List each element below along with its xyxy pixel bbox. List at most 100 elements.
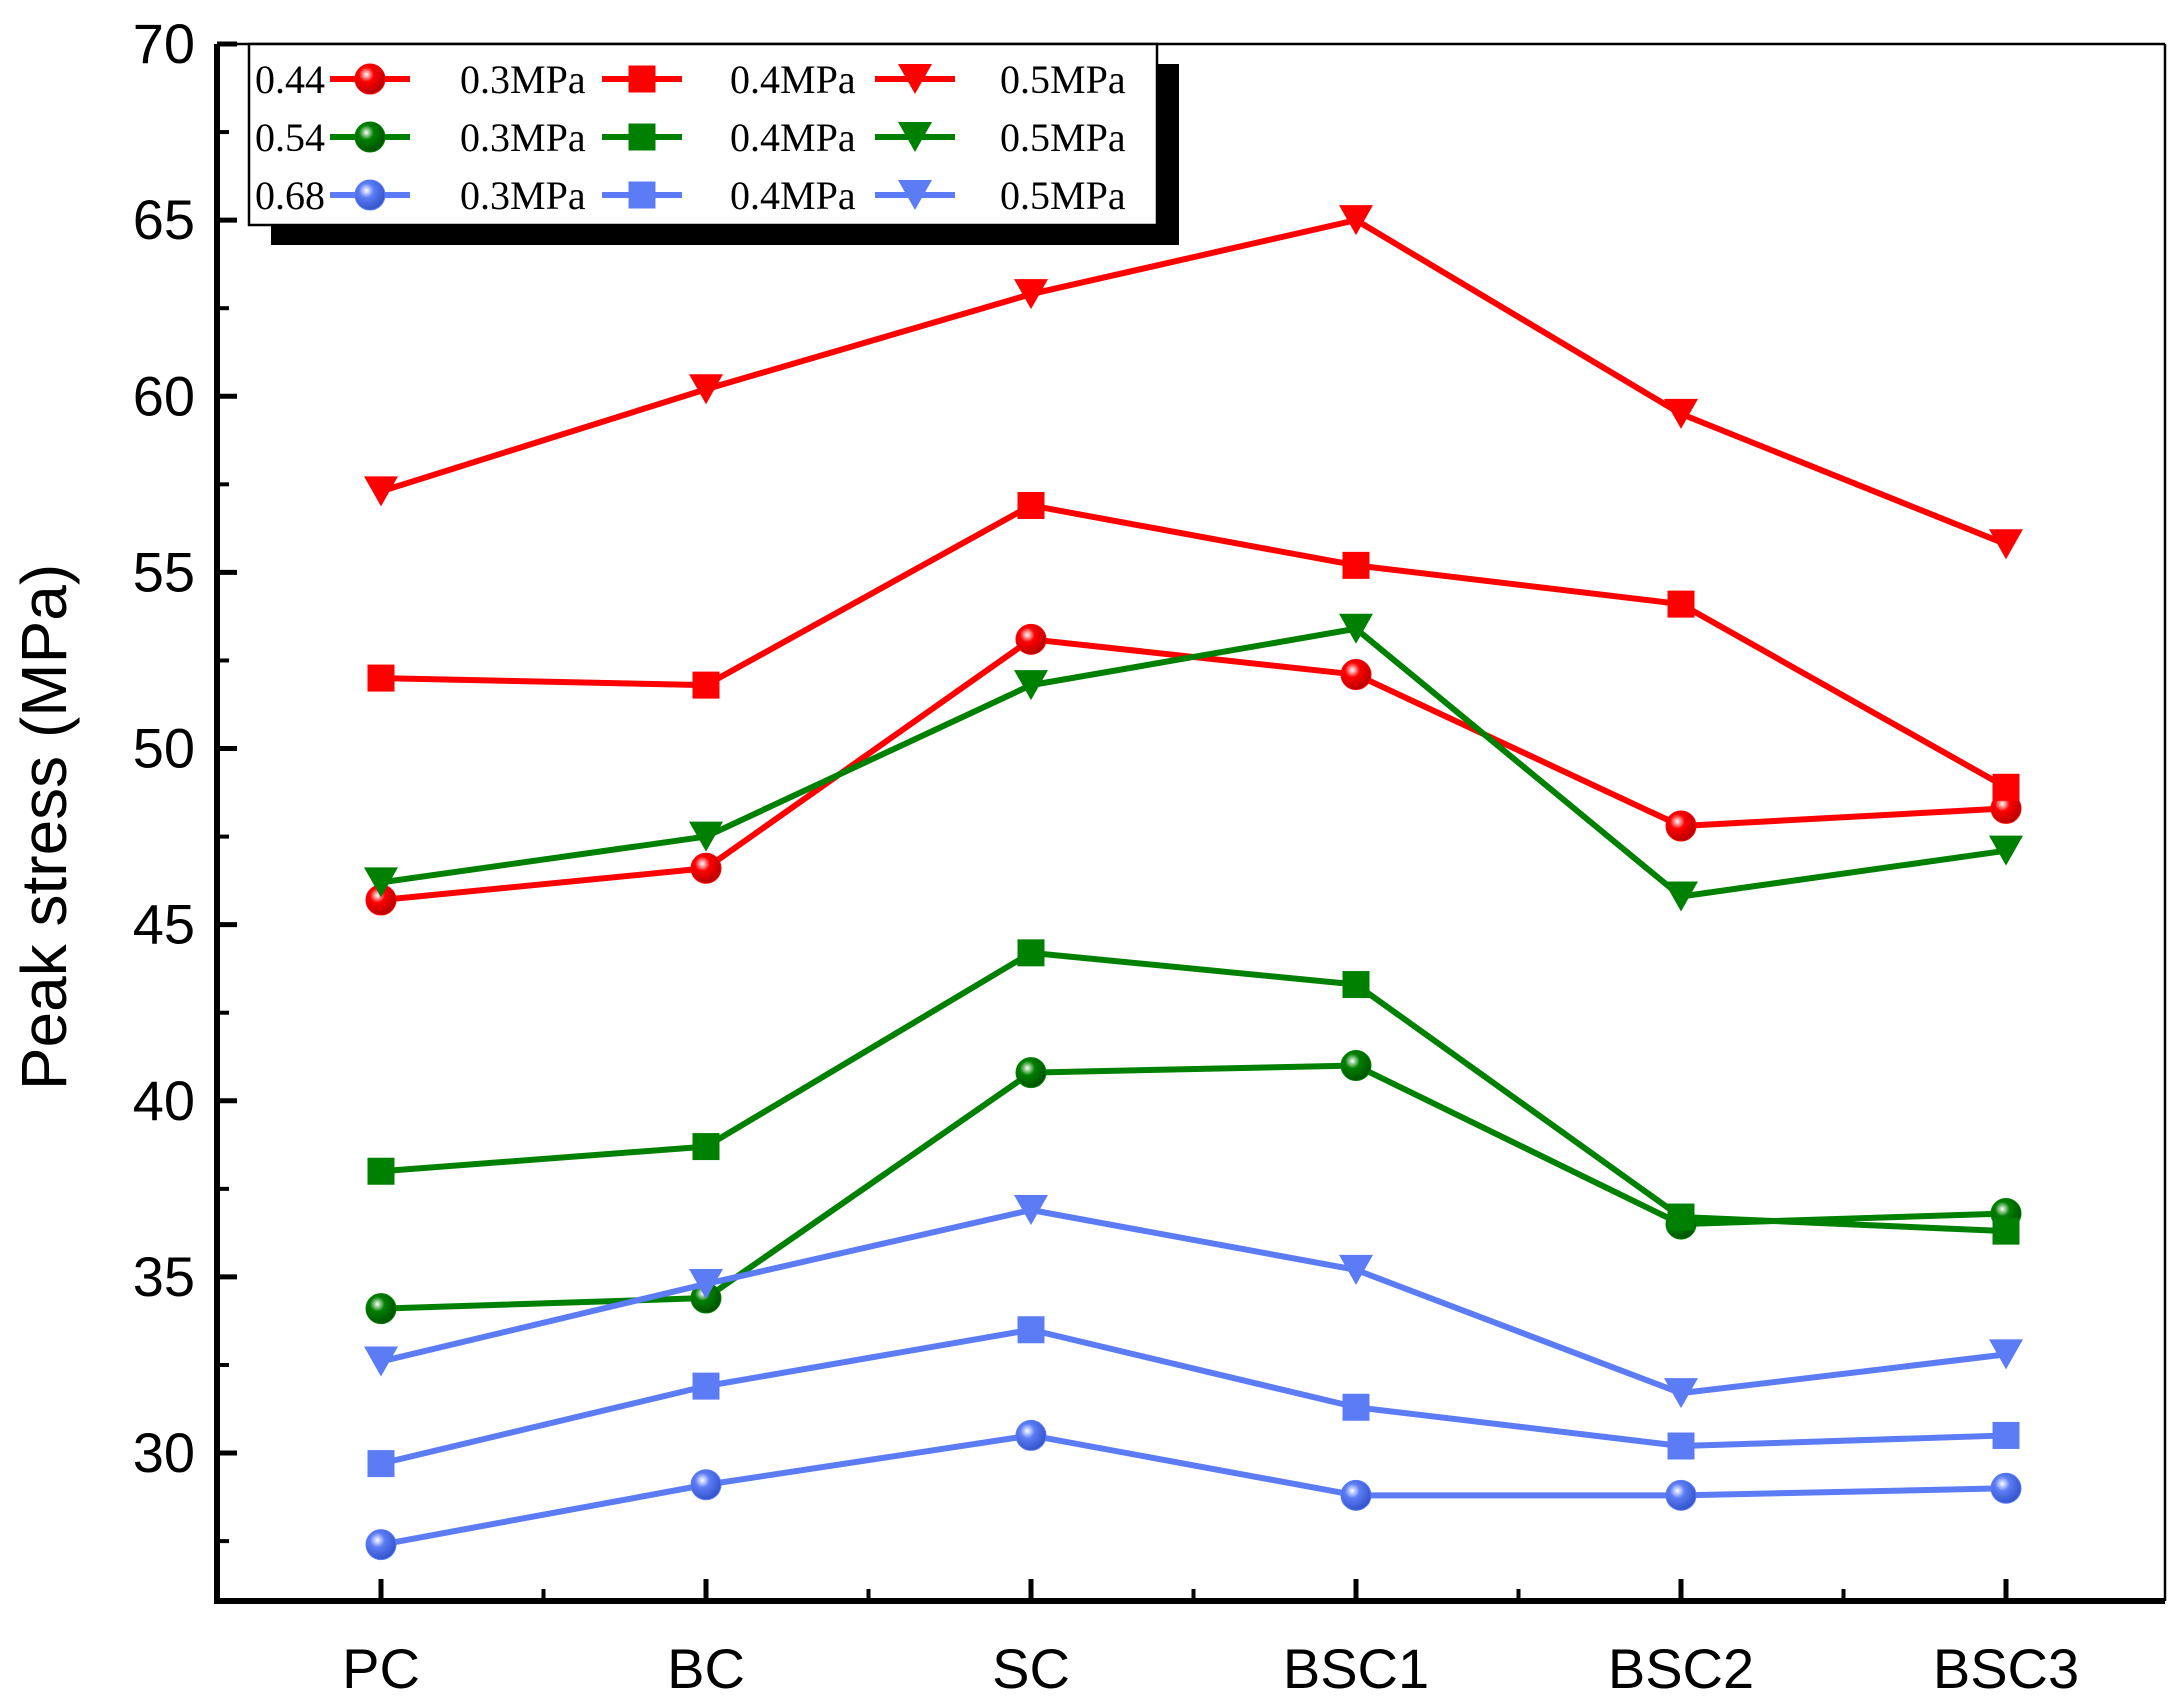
data-point-8-2 <box>1014 1194 1048 1225</box>
data-point-1-3 <box>1342 551 1370 579</box>
data-point-8-1 <box>689 1268 723 1299</box>
legend-marker-2-0 <box>354 179 386 211</box>
data-point-4-4 <box>1667 1203 1695 1231</box>
data-point-4-2 <box>1017 939 1045 967</box>
legend-label-2-1: 0.4MPa <box>730 173 856 218</box>
axes-layer: 30 35 40 45 50 55 60 65 70 PC BC SC BSC1 BSC2 BSC3 <box>133 12 2167 1700</box>
data-point-3-2 <box>1015 1057 1047 1089</box>
series-line-8 <box>380 1206 2007 1397</box>
data-point-6-0 <box>365 1529 397 1561</box>
data-point-6-1 <box>690 1469 722 1501</box>
data-point-5-1 <box>689 821 723 852</box>
series-3 <box>365 1050 2022 1325</box>
series-line-7 <box>380 1326 2007 1467</box>
data-point-2-0 <box>364 476 398 507</box>
series-line-1 <box>380 502 2008 790</box>
data-point-5-0 <box>364 867 398 898</box>
legend-marker-1-2 <box>898 122 932 152</box>
data-point-6-5 <box>1990 1472 2022 1504</box>
y-axis-label: Peak stress (MPa) <box>8 564 80 1090</box>
legend-label-0-1: 0.4MPa <box>730 57 856 102</box>
data-point-8-3 <box>1339 1254 1373 1285</box>
data-point-0-1 <box>690 852 722 884</box>
data-point-4-0 <box>367 1157 395 1185</box>
y-tick-label-2: 40 <box>133 1069 195 1132</box>
series-line-6 <box>380 1432 2007 1548</box>
legend-label-0-2: 0.5MPa <box>1000 57 1126 102</box>
data-point-7-2 <box>1017 1316 1045 1344</box>
data-point-3-3 <box>1340 1050 1372 1082</box>
x-tick-label-4: BSC2 <box>1608 1637 1754 1700</box>
y-tick-label-4: 50 <box>133 717 195 780</box>
data-point-0-4 <box>1665 810 1697 842</box>
data-point-5-5 <box>1989 835 2023 866</box>
data-point-1-1 <box>692 671 720 699</box>
legend-marker-2-2 <box>898 180 932 210</box>
legend-marker-0-2 <box>898 64 932 94</box>
y-tick-label-8: 70 <box>133 12 195 75</box>
data-point-1-2 <box>1017 491 1045 519</box>
data-point-2-4 <box>1664 398 1698 429</box>
legend-marker-0-0 <box>354 63 386 95</box>
data-point-7-1 <box>692 1372 720 1400</box>
legend-group-label-0: 0.44 <box>255 57 325 102</box>
y-tick-label-7: 65 <box>133 188 195 251</box>
data-point-4-1 <box>692 1133 720 1161</box>
y-tick-label-6: 60 <box>133 364 195 427</box>
series-4 <box>367 939 2020 1245</box>
series-layer <box>364 205 2023 1561</box>
x-tick-label-1: BC <box>667 1637 745 1700</box>
data-point-0-3 <box>1340 659 1372 691</box>
data-point-1-4 <box>1667 590 1695 618</box>
y-tick-label-3: 45 <box>133 893 195 956</box>
data-point-7-5 <box>1992 1421 2020 1449</box>
data-point-6-3 <box>1340 1479 1372 1511</box>
series-2 <box>364 205 2023 560</box>
data-point-0-2 <box>1015 623 1047 655</box>
legend: 0.44 0.3MPa 0.4MPa 0.5MPa 0.54 0.3MPa 0.4MPa 0.… <box>247 42 1179 245</box>
x-tick-label-2: SC <box>992 1637 1070 1700</box>
data-point-2-3 <box>1339 205 1373 236</box>
data-point-5-3 <box>1339 613 1373 644</box>
data-point-6-2 <box>1015 1419 1047 1451</box>
legend-label-1-0: 0.3MPa <box>460 115 586 160</box>
y-tick-label-5: 55 <box>133 540 195 603</box>
series-line-3 <box>380 1062 2007 1312</box>
data-point-4-5 <box>1992 1217 2020 1245</box>
x-tick-label-5: BSC3 <box>1933 1637 2079 1700</box>
data-point-6-4 <box>1665 1479 1697 1511</box>
data-point-5-2 <box>1014 670 1048 701</box>
data-point-5-4 <box>1664 881 1698 912</box>
data-point-7-4 <box>1667 1432 1695 1460</box>
series-8 <box>364 1194 2023 1409</box>
data-point-7-0 <box>367 1450 395 1478</box>
data-point-3-0 <box>365 1293 397 1325</box>
series-0 <box>365 623 2022 916</box>
legend-label-1-1: 0.4MPa <box>730 115 856 160</box>
data-point-4-3 <box>1342 971 1370 999</box>
series-line-5 <box>380 625 2007 900</box>
legend-marker-2-1 <box>628 181 656 209</box>
legend-marker-1-1 <box>628 123 656 151</box>
y-tick-label-1: 35 <box>133 1245 195 1308</box>
data-point-8-4 <box>1664 1378 1698 1409</box>
legend-group-label-1: 0.54 <box>255 115 325 160</box>
series-7 <box>367 1316 2020 1478</box>
series-line-2 <box>380 217 2008 547</box>
legend-marker-1-0 <box>354 121 386 153</box>
data-point-2-1 <box>689 374 723 405</box>
legend-group-label-2: 0.68 <box>255 173 325 218</box>
series-line-0 <box>380 636 2007 903</box>
x-tick-label-0: PC <box>342 1637 420 1700</box>
y-tick-label-0: 30 <box>133 1421 195 1484</box>
data-point-2-5 <box>1989 529 2023 560</box>
series-1 <box>367 491 2020 801</box>
series-line-4 <box>380 949 2007 1235</box>
data-point-1-0 <box>367 664 395 692</box>
legend-marker-0-1 <box>628 65 656 93</box>
legend-label-2-0: 0.3MPa <box>460 173 586 218</box>
legend-label-2-2: 0.5MPa <box>1000 173 1126 218</box>
legend-label-0-0: 0.3MPa <box>460 57 586 102</box>
